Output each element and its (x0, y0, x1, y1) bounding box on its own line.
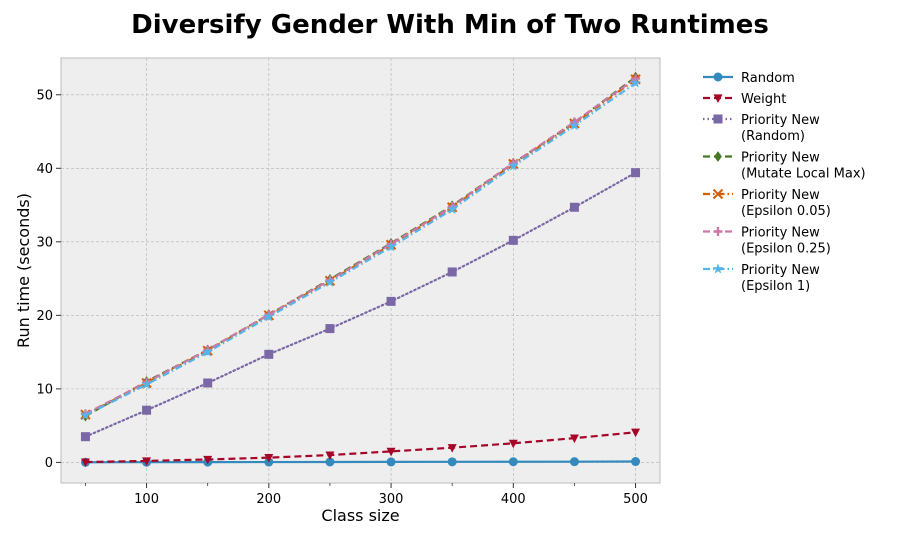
legend-label: Priority New (Random) (741, 113, 820, 144)
legend: Random Weight Priority New (Random) Priority… (703, 71, 866, 294)
series-line (85, 431, 636, 464)
x-tick-label: 300 (379, 492, 404, 507)
data-point (507, 160, 519, 171)
data-point (385, 241, 397, 252)
data-point (263, 311, 275, 322)
legend-marker (713, 72, 723, 82)
data-point (142, 457, 152, 466)
data-point (447, 267, 457, 277)
y-tick-label: 10 (36, 382, 53, 397)
y-axis-label: Run time (seconds) (14, 193, 33, 348)
x-tick-label: 400 (501, 492, 526, 507)
y-tick-label: 30 (36, 235, 53, 250)
legend-item: Priority New (Mutate Local Max) (703, 151, 866, 182)
data-point (202, 346, 214, 357)
series-line (84, 171, 637, 438)
series-6 (80, 77, 641, 420)
chart-title: Diversify Gender With Min of Two Runtime… (131, 10, 769, 40)
y-tick-label: 0 (45, 456, 53, 471)
y-tick-label: 50 (36, 88, 53, 103)
legend-item: Weight (703, 92, 786, 107)
legend-item: Priority New (Epsilon 0.25) (703, 226, 831, 257)
legend-item: Priority New (Epsilon 1) (703, 263, 820, 294)
data-point (324, 276, 336, 287)
data-point (264, 349, 274, 359)
data-point (630, 77, 641, 88)
legend-item: Priority New (Random) (703, 113, 820, 144)
data-point (203, 378, 213, 388)
legend-marker (713, 227, 723, 236)
data-point (631, 457, 641, 467)
legend-marker (714, 151, 722, 162)
y-axis: 0 10 20 30 40 50 (36, 88, 61, 471)
legend-marker (712, 188, 724, 200)
x-tick-label: 500 (623, 492, 648, 507)
legend-item: Priority New (Epsilon 0.05) (703, 188, 831, 219)
legend-label: Weight (741, 92, 786, 107)
plot-background (60, 57, 661, 484)
data-point (508, 235, 518, 245)
legend-label: Priority New (Epsilon 0.25) (741, 226, 831, 257)
y-tick-label: 40 (36, 162, 53, 177)
legend-marker (713, 114, 723, 124)
grid (61, 58, 660, 483)
data-point (325, 457, 335, 467)
legend-item: Random (703, 71, 795, 86)
data-point (569, 120, 580, 131)
data-point (508, 457, 518, 467)
series-line (84, 77, 637, 415)
series-2 (80, 168, 641, 442)
data-point (631, 168, 641, 178)
x-tick-label: 200 (256, 492, 281, 507)
data-point (508, 439, 518, 449)
data-point (569, 457, 579, 467)
series-line (84, 82, 637, 417)
legend-marker (712, 263, 724, 274)
y-tick-label: 20 (36, 309, 53, 324)
series-1 (80, 428, 641, 467)
data-point (203, 455, 213, 465)
data-point (80, 409, 91, 420)
legend-label: Random (741, 71, 795, 86)
x-axis-label: Class size (321, 506, 399, 525)
x-tick-label: 100 (134, 492, 159, 507)
legend-label: Priority New (Mutate Local Max) (741, 151, 866, 182)
data-point (141, 378, 152, 390)
x-axis: 100 200 300 400 500 (85, 483, 648, 507)
data-point (447, 457, 457, 467)
data-point (80, 458, 90, 467)
data-point (142, 405, 152, 415)
series-layer (80, 71, 641, 467)
legend-label: Priority New (Epsilon 1) (741, 263, 820, 294)
data-point (631, 428, 641, 438)
data-point (447, 444, 457, 453)
legend-label: Priority New (Epsilon 0.05) (741, 188, 831, 219)
data-point (569, 434, 579, 444)
data-point (386, 447, 396, 457)
legend-marker (713, 94, 723, 103)
data-point (446, 203, 458, 215)
data-point (325, 324, 335, 334)
data-point (80, 432, 90, 442)
data-point (569, 202, 579, 212)
data-point (386, 296, 396, 306)
series-line (85, 460, 636, 464)
plot-area (60, 57, 661, 484)
data-point (264, 454, 274, 463)
data-point (325, 451, 335, 461)
data-point (386, 457, 396, 467)
